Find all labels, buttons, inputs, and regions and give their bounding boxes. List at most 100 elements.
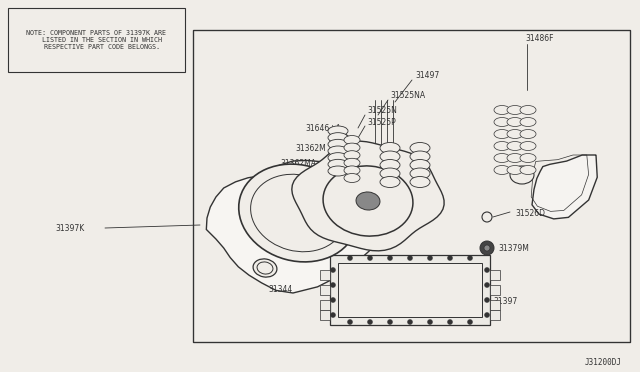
- Ellipse shape: [328, 166, 348, 176]
- Circle shape: [387, 320, 392, 324]
- Text: 31525NA: 31525NA: [390, 90, 425, 99]
- Polygon shape: [320, 270, 330, 280]
- Ellipse shape: [323, 166, 413, 236]
- Ellipse shape: [328, 153, 348, 163]
- Ellipse shape: [328, 126, 348, 136]
- Text: 31397: 31397: [493, 298, 517, 307]
- Ellipse shape: [520, 166, 536, 174]
- Circle shape: [484, 282, 490, 288]
- Ellipse shape: [380, 142, 400, 154]
- Circle shape: [330, 267, 335, 273]
- Polygon shape: [8, 8, 185, 72]
- Circle shape: [484, 298, 490, 302]
- Text: 31362M: 31362M: [295, 144, 326, 153]
- Ellipse shape: [507, 154, 523, 163]
- Ellipse shape: [410, 176, 430, 187]
- Ellipse shape: [344, 173, 360, 183]
- Ellipse shape: [328, 146, 348, 156]
- Ellipse shape: [494, 154, 510, 163]
- Ellipse shape: [520, 154, 536, 163]
- Ellipse shape: [410, 168, 430, 179]
- Polygon shape: [532, 155, 597, 219]
- Text: 31379M: 31379M: [498, 244, 529, 253]
- Circle shape: [408, 256, 413, 260]
- Ellipse shape: [520, 141, 536, 151]
- Ellipse shape: [410, 160, 430, 170]
- Ellipse shape: [344, 143, 360, 152]
- Polygon shape: [490, 285, 500, 295]
- Circle shape: [367, 320, 372, 324]
- Ellipse shape: [328, 140, 348, 149]
- Ellipse shape: [410, 151, 430, 162]
- Text: NOTE: COMPONENT PARTS OF 31397K ARE
   LISTED IN THE SECTION IN WHICH
   RESPECT: NOTE: COMPONENT PARTS OF 31397K ARE LIST…: [26, 30, 166, 50]
- Polygon shape: [338, 263, 482, 317]
- Polygon shape: [320, 310, 330, 320]
- Circle shape: [467, 320, 472, 324]
- Text: 31526D: 31526D: [515, 208, 545, 218]
- Circle shape: [447, 320, 452, 324]
- Ellipse shape: [510, 166, 534, 184]
- Ellipse shape: [251, 174, 346, 252]
- Polygon shape: [330, 255, 490, 325]
- Ellipse shape: [494, 106, 510, 115]
- Polygon shape: [320, 285, 330, 295]
- Circle shape: [480, 241, 494, 255]
- Text: 31397K: 31397K: [55, 224, 84, 232]
- Ellipse shape: [520, 129, 536, 138]
- Ellipse shape: [520, 106, 536, 115]
- Text: 31486F: 31486F: [525, 33, 554, 42]
- Polygon shape: [490, 300, 500, 310]
- Ellipse shape: [380, 168, 400, 179]
- Circle shape: [447, 256, 452, 260]
- Text: 31344: 31344: [268, 285, 292, 295]
- Circle shape: [428, 256, 433, 260]
- Polygon shape: [320, 300, 330, 310]
- Ellipse shape: [344, 151, 360, 160]
- Ellipse shape: [344, 135, 360, 144]
- Text: 31497: 31497: [415, 71, 439, 80]
- Circle shape: [467, 256, 472, 260]
- Ellipse shape: [253, 259, 277, 277]
- Ellipse shape: [507, 129, 523, 138]
- Polygon shape: [490, 270, 500, 280]
- Ellipse shape: [520, 118, 536, 126]
- Ellipse shape: [507, 166, 523, 174]
- Ellipse shape: [257, 262, 273, 274]
- Circle shape: [408, 320, 413, 324]
- Ellipse shape: [356, 192, 380, 210]
- Circle shape: [387, 256, 392, 260]
- Ellipse shape: [328, 159, 348, 169]
- Text: 31525P: 31525P: [367, 118, 396, 126]
- Ellipse shape: [494, 118, 510, 126]
- Circle shape: [330, 312, 335, 317]
- Circle shape: [330, 282, 335, 288]
- Ellipse shape: [328, 133, 348, 143]
- Circle shape: [348, 256, 353, 260]
- Ellipse shape: [494, 129, 510, 138]
- Polygon shape: [206, 160, 380, 293]
- Ellipse shape: [344, 166, 360, 175]
- Ellipse shape: [494, 166, 510, 174]
- Text: J31200DJ: J31200DJ: [585, 358, 622, 367]
- Text: 31525N: 31525N: [367, 106, 397, 115]
- Ellipse shape: [507, 118, 523, 126]
- Circle shape: [484, 312, 490, 317]
- Ellipse shape: [380, 176, 400, 187]
- Circle shape: [330, 298, 335, 302]
- Ellipse shape: [380, 151, 400, 162]
- Ellipse shape: [239, 164, 357, 262]
- Ellipse shape: [410, 142, 430, 154]
- Polygon shape: [292, 141, 444, 251]
- Circle shape: [367, 256, 372, 260]
- Ellipse shape: [344, 158, 360, 167]
- Ellipse shape: [507, 141, 523, 151]
- Circle shape: [348, 320, 353, 324]
- Text: 31646+A: 31646+A: [305, 124, 341, 132]
- Ellipse shape: [494, 141, 510, 151]
- Text: 31362MA: 31362MA: [280, 158, 316, 167]
- Ellipse shape: [507, 106, 523, 115]
- Circle shape: [482, 212, 492, 222]
- Circle shape: [484, 245, 490, 251]
- Circle shape: [428, 320, 433, 324]
- Polygon shape: [193, 30, 630, 342]
